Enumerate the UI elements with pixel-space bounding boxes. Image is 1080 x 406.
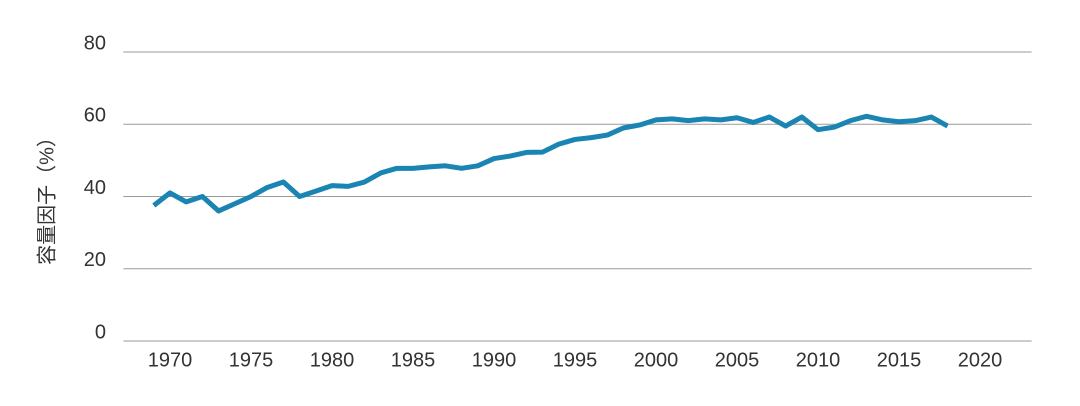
x-tick-label: 2005 — [715, 349, 760, 371]
y-tick-label: 60 — [84, 105, 106, 127]
data-line — [152, 113, 949, 214]
y-axis-label: 容量因子（%） — [35, 127, 58, 265]
x-tick-label: 1980 — [310, 349, 355, 371]
x-tick-label: 1990 — [472, 349, 517, 371]
y-tick-label: 40 — [84, 177, 106, 199]
x-tick-label: 1975 — [229, 349, 274, 371]
y-tick-label: 0 — [95, 321, 106, 343]
y-tick-label: 80 — [84, 32, 106, 54]
x-tick-label: 2020 — [958, 349, 1003, 371]
x-tick-label: 1995 — [553, 349, 598, 371]
x-tick-label: 2015 — [877, 349, 922, 371]
x-tick-label: 1970 — [148, 349, 193, 371]
y-tick-label: 20 — [84, 249, 106, 271]
x-tick-label: 2010 — [796, 349, 841, 371]
x-tick-label: 1985 — [391, 349, 436, 371]
x-tick-label: 2000 — [634, 349, 679, 371]
